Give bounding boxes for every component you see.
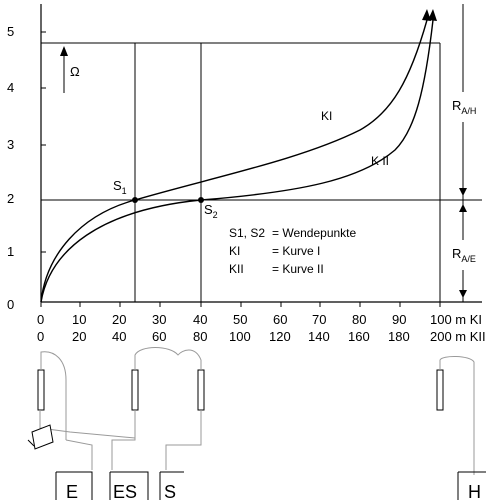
kurve-1-label: KI <box>321 109 332 123</box>
legend-key: S1, S2 <box>229 226 265 240</box>
kurve-2-arrow-head <box>428 9 437 21</box>
rae-arrow-head-up <box>459 204 467 212</box>
rah-arrow-head-down <box>459 188 467 196</box>
terminal-es <box>109 471 149 500</box>
s1-point <box>132 197 138 203</box>
x-tick-label-k1: 90 <box>392 312 406 327</box>
y-tick-label: 2 <box>7 191 14 206</box>
terminal-label-es: ES <box>113 482 137 500</box>
legend-key: KII <box>229 262 244 276</box>
earth-clamp-hatch <box>27 439 35 447</box>
series-line-kurve-2 <box>40 19 434 303</box>
x-tick-label-k1: 40 <box>193 312 207 327</box>
x-tick-label-k1: 0 <box>37 312 44 327</box>
legend-value: = Kurve I <box>272 244 320 258</box>
s2-point <box>198 197 204 203</box>
x-tick-labels-kurve-2: 0 20 40 60 80 100 120 140 160 180 200 m … <box>37 329 486 344</box>
ohm-arrow-head <box>60 46 68 56</box>
kurve-1-arrow-head <box>422 9 431 21</box>
x-tick-label-k2: 180 <box>388 329 410 344</box>
x-tick-label-k1: 60 <box>273 312 287 327</box>
legend-value: = Wendepunkte <box>272 226 357 240</box>
cable-e <box>40 351 67 440</box>
s1-label: S1 <box>113 178 127 196</box>
y-tick-label: 4 <box>7 80 14 95</box>
probe-rod-e <box>37 369 45 411</box>
curves <box>40 9 437 303</box>
x-tick-label-k2: 120 <box>269 329 291 344</box>
series-line-kurve-1 <box>40 19 428 303</box>
rae-label-bg <box>450 240 484 270</box>
probe-rod-h <box>436 369 444 411</box>
rae-arrow-head-down <box>459 290 467 298</box>
guide-lines <box>41 42 482 302</box>
terminal-e <box>55 471 93 500</box>
x-tick-label-k1: 100 m KI <box>430 312 482 327</box>
terminal-label-e: E <box>66 482 78 500</box>
y-tick-label: 1 <box>7 244 14 259</box>
x-ticks <box>40 302 441 307</box>
legend-value: = Kurve II <box>272 262 324 276</box>
x-tick-label-k1: 50 <box>233 312 247 327</box>
terminal-s <box>159 471 184 500</box>
inflection-points: S1 S2 <box>113 178 218 220</box>
rah-label: RA/H <box>452 98 476 116</box>
resistance-indicators: RA/H RA/E <box>450 92 484 298</box>
cable-s-lead <box>165 410 202 470</box>
cable-e-link <box>39 410 136 439</box>
rah-label-bg <box>450 92 484 122</box>
axes <box>40 4 482 303</box>
x-tick-labels-kurve-1: 0 10 20 30 40 50 60 70 80 90 100 m KI <box>37 312 482 327</box>
x-tick-label-k2: 80 <box>193 329 207 344</box>
cable-es <box>134 347 202 370</box>
x-tick-label-k2: 160 <box>348 329 370 344</box>
terminal-label-s: S <box>164 482 176 500</box>
y-tick-labels: 5 4 3 2 1 0 <box>7 24 46 312</box>
x-tick-label-k1: 20 <box>112 312 126 327</box>
y-tick-label: 0 <box>7 297 14 312</box>
legend-key: KI <box>229 244 240 258</box>
x-tick-label-k1: 80 <box>352 312 366 327</box>
terminal-h <box>457 471 486 500</box>
legend: S1, S2 = Wendepunkte KI = Kurve I KII = … <box>229 226 357 276</box>
cable-es-lead <box>111 410 136 470</box>
probe-rod-es <box>131 369 139 411</box>
y-tick-label: 3 <box>7 137 14 152</box>
ohm-symbol: Ω <box>70 64 80 79</box>
terminal-label-h: H <box>468 482 481 500</box>
x-tick-label-k2: 20 <box>72 329 86 344</box>
x-tick-label-k1: 10 <box>72 312 86 327</box>
rae-label: RA/E <box>452 246 476 264</box>
cable-e-lead <box>65 439 93 470</box>
x-tick-label-k1: 30 <box>152 312 166 327</box>
ohm-indicator: Ω <box>60 46 80 93</box>
x-tick-label-k2: 60 <box>152 329 166 344</box>
x-tick-label-k1: 70 <box>312 312 326 327</box>
cable-h <box>439 356 475 475</box>
x-tick-label-k2: 200 m KII <box>430 329 486 344</box>
s2-label: S2 <box>204 202 218 220</box>
x-tick-label-k2: 100 <box>229 329 251 344</box>
probe-rod-s <box>197 369 205 411</box>
electrode-setup: E ES S H <box>27 347 486 500</box>
earth-clamp <box>31 424 54 450</box>
x-tick-label-k2: 140 <box>308 329 330 344</box>
x-tick-label-k2: 40 <box>112 329 126 344</box>
kurve-2-label: K II <box>371 154 389 168</box>
x-tick-label-k2: 0 <box>37 329 44 344</box>
y-tick-label: 5 <box>7 24 14 39</box>
